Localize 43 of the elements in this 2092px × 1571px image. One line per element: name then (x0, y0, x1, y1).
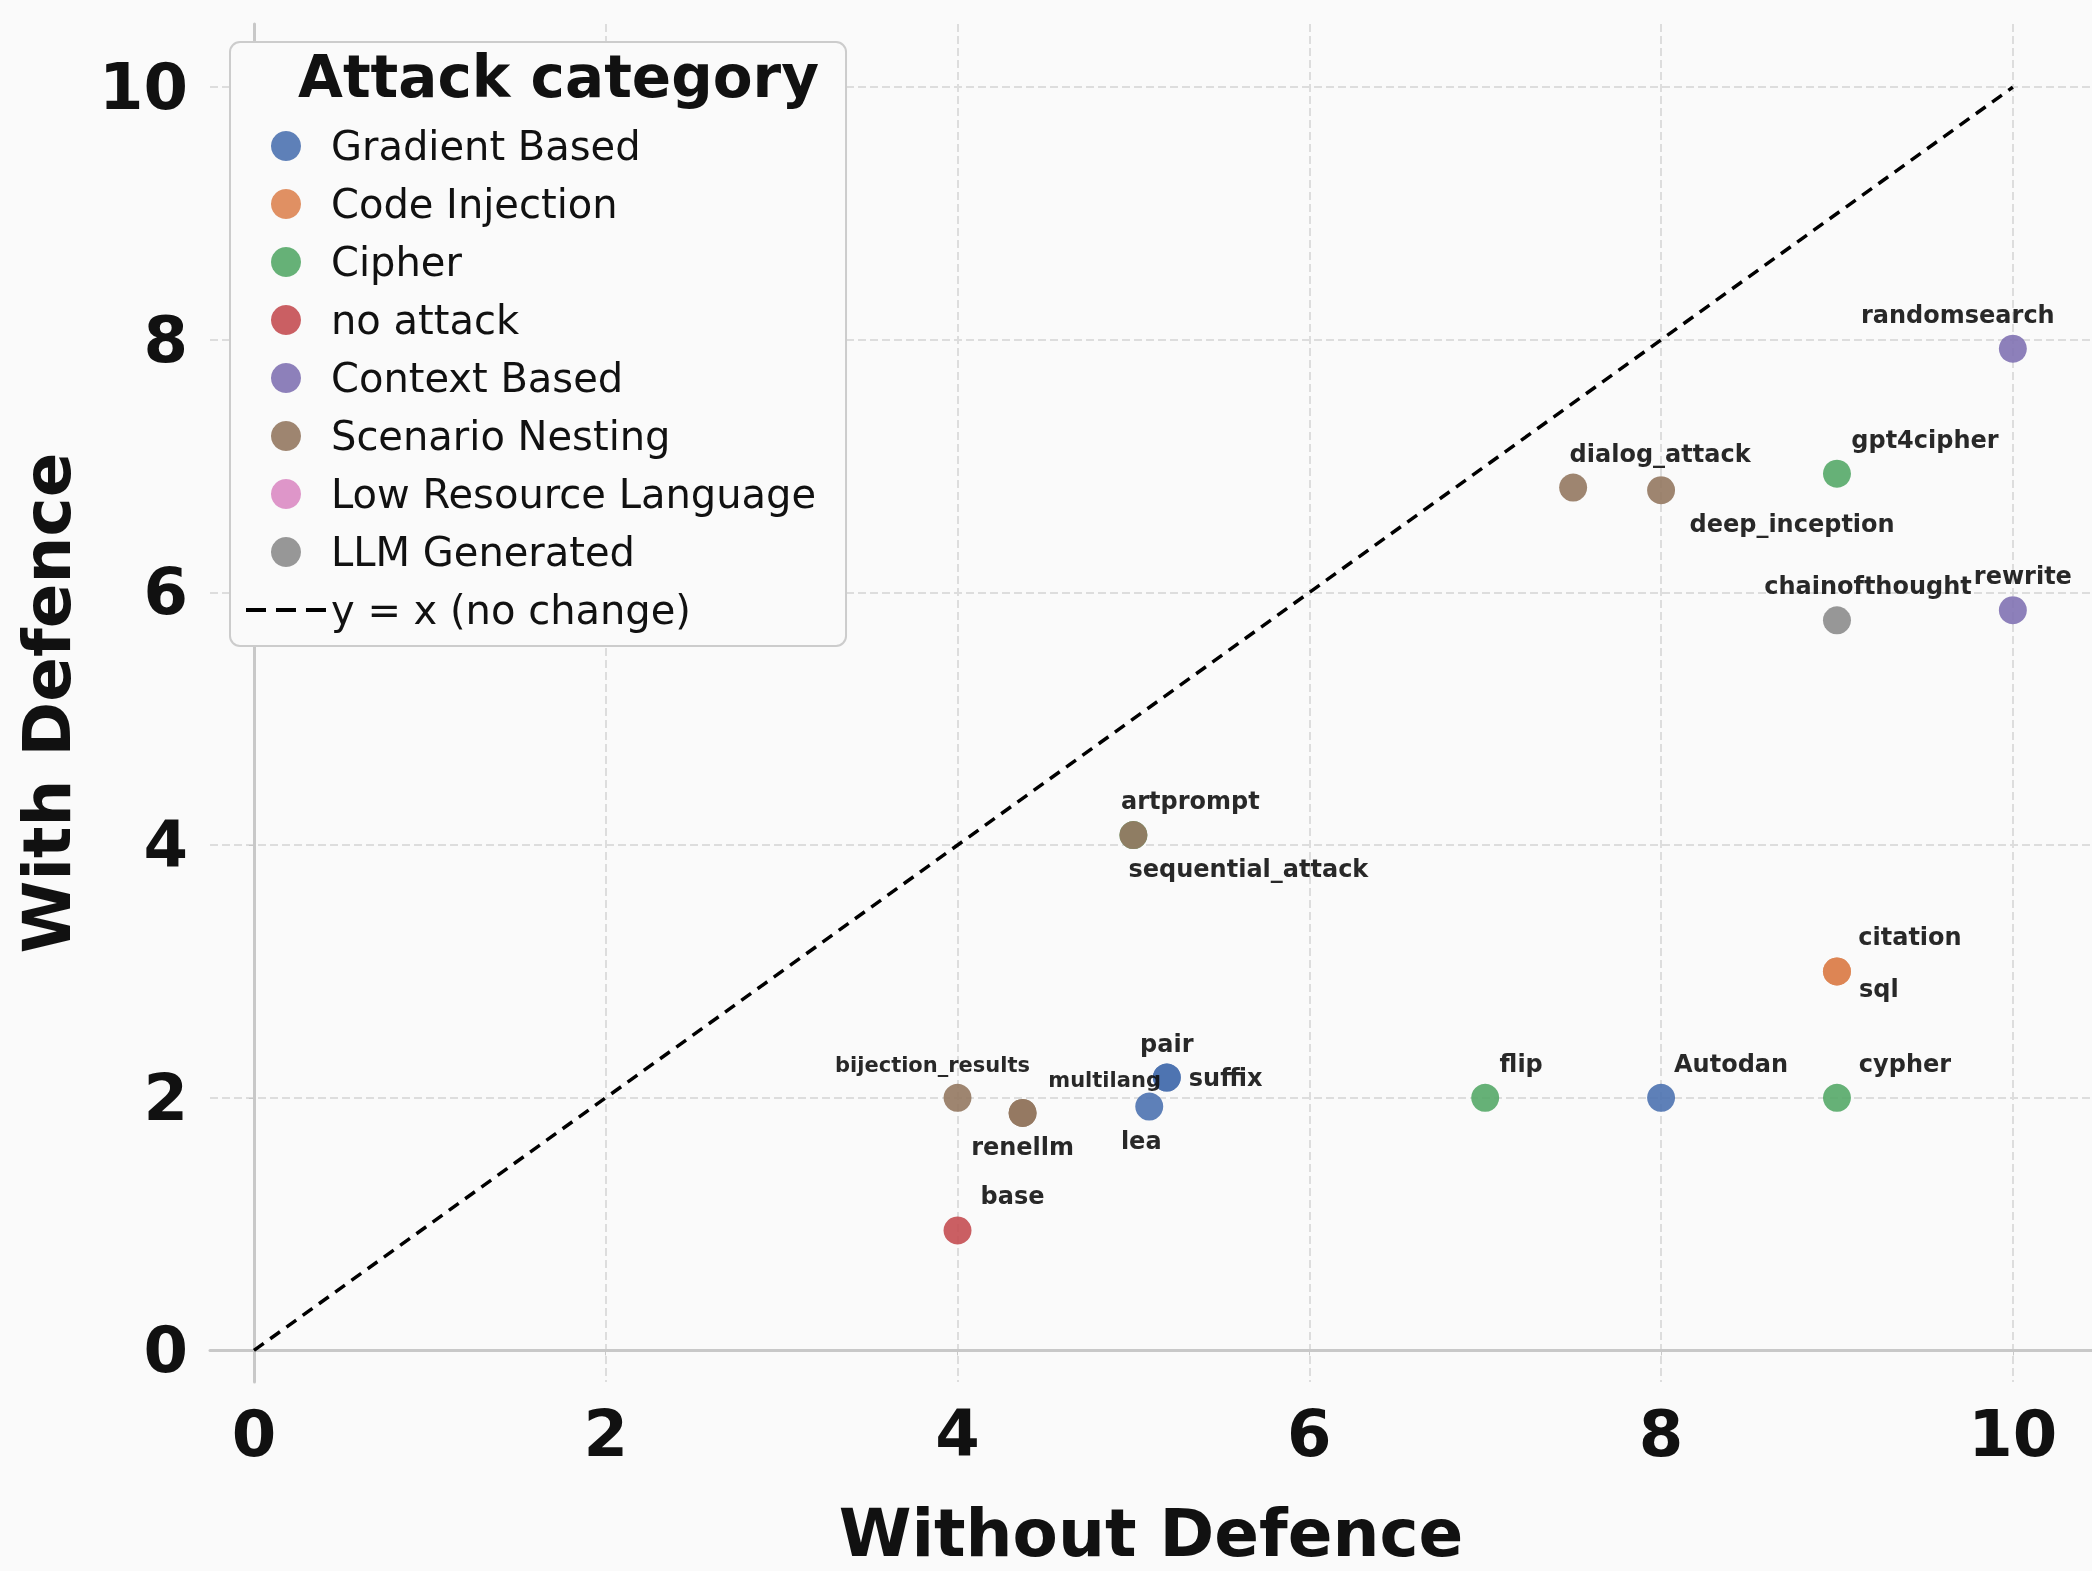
legend-label: Scenario Nesting (330, 413, 671, 459)
data-label: citation (1858, 923, 1962, 952)
data-label: dialog_attack (1569, 439, 1752, 468)
y-tick-label: 6 (143, 555, 188, 630)
data-label: sql (1858, 975, 1899, 1004)
legend-label: Context Based (330, 355, 624, 401)
data-label: cypher (1858, 1049, 1952, 1078)
x-tick-label: 0 (231, 1397, 277, 1471)
data-label: lea (1120, 1126, 1162, 1155)
y-tick-label: 8 (143, 302, 188, 377)
data-label: pair (1140, 1029, 1194, 1058)
y-tick-label: 10 (98, 50, 188, 125)
legend-label: Low Resource Language (330, 471, 817, 517)
data-label: bijection_results (835, 1053, 1031, 1078)
y-axis-title: With Defence (8, 452, 86, 954)
data-label: rewrite (1973, 562, 2072, 591)
data-label: sequential_attack (1128, 855, 1370, 884)
data-label: flip (1499, 1049, 1543, 1078)
legend-title: Attack category (298, 43, 819, 111)
x-tick-label: 10 (1968, 1397, 2058, 1471)
y-tick-label: 4 (143, 808, 188, 883)
legend-label: Gradient Based (330, 123, 641, 169)
x-tick-label: 6 (1287, 1397, 1332, 1471)
legend-label: no attack (330, 297, 520, 343)
y-tick-label: 2 (143, 1060, 188, 1135)
data-label: deep_inception (1689, 510, 1895, 539)
data-label: suffix (1188, 1063, 1263, 1092)
data-label: randomsearch (1861, 300, 2055, 329)
x-tick-label: 8 (1638, 1397, 1684, 1471)
legend-label: LLM Generated (330, 529, 636, 575)
data-label: Autodan (1674, 1049, 1789, 1078)
legend-label: y = x (no change) (330, 587, 691, 633)
legend-label: Code Injection (330, 181, 618, 227)
data-label: artprompt (1121, 787, 1260, 816)
data-label: base (980, 1182, 1045, 1211)
y-tick-label: 0 (143, 1313, 188, 1388)
data-label: chainofthought (1764, 572, 1972, 601)
legend-label: Cipher (330, 239, 463, 285)
data-label: gpt4cipher (1851, 425, 1999, 454)
x-tick-label: 4 (935, 1397, 980, 1471)
x-axis-title: Without Defence (838, 1494, 1464, 1571)
x-tick-label: 2 (583, 1397, 629, 1471)
data-label: renellm (971, 1132, 1075, 1161)
